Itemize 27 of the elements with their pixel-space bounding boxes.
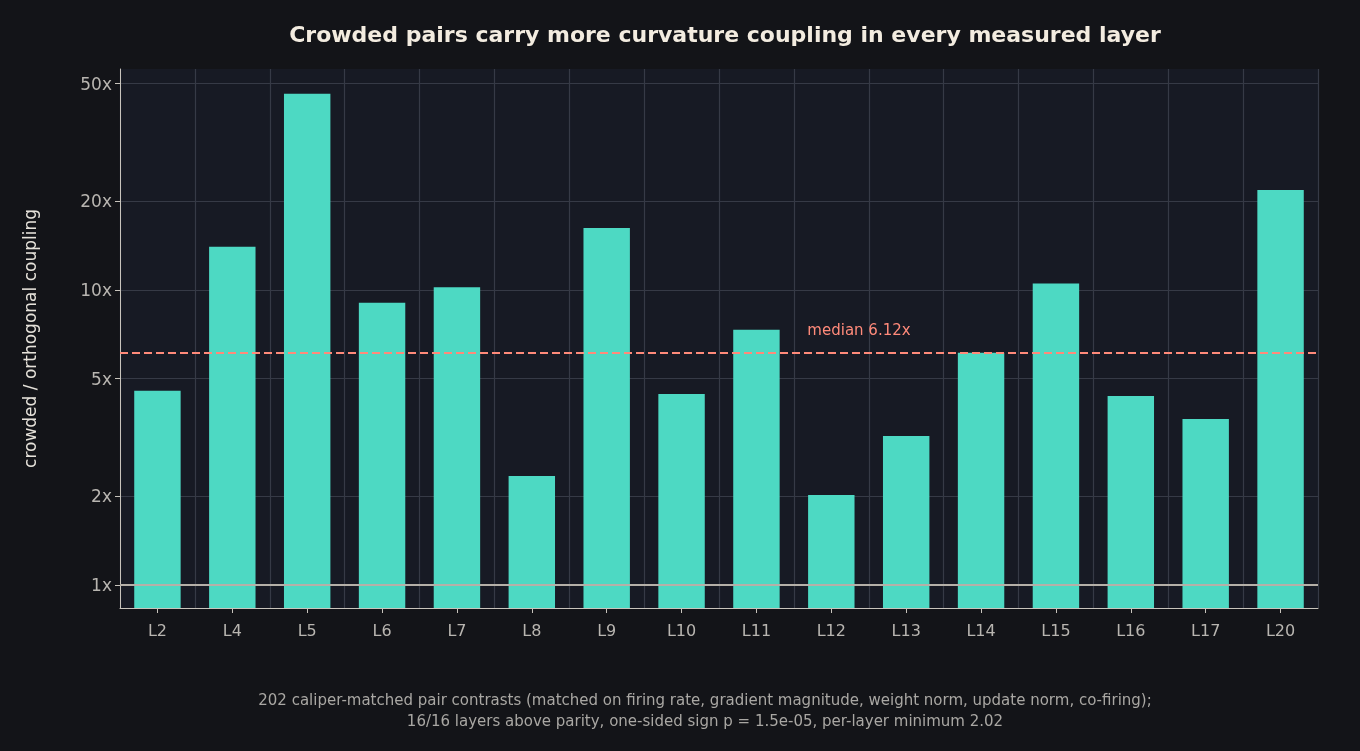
y-axis-title: crowded / orthogonal coupling — [19, 209, 40, 468]
x-tick-label: L16 — [1116, 620, 1146, 640]
x-tick-label: L9 — [597, 620, 617, 640]
x-tick-label: L12 — [816, 620, 846, 640]
ref-line-label: median 6.12x — [807, 321, 911, 340]
x-tick-label: L5 — [297, 620, 317, 640]
x-tick-label: L7 — [447, 620, 467, 640]
x-tick-label: L20 — [1265, 620, 1296, 640]
chart-title: Crowded pairs carry more curvature coupling in every measured layer — [289, 21, 1161, 47]
y-tick-label: 5x — [91, 368, 112, 389]
x-tick-label: L17 — [1191, 620, 1221, 640]
y-tick-label: 20x — [80, 190, 112, 211]
y-tick-label: 1x — [91, 575, 112, 596]
x-tick-label: L10 — [666, 620, 697, 640]
x-tick-label: L4 — [222, 620, 242, 640]
x-tick-label: L8 — [522, 620, 542, 640]
x-tick-label: L15 — [1041, 620, 1071, 640]
y-tick-label: 2x — [91, 486, 112, 507]
text: 202 caliper-matched pair contrasts (matched on firing rate, gradient magnitude, weight norm, update norm, co-firing); — [258, 690, 1152, 709]
x-tick-label: L13 — [891, 620, 921, 640]
x-tick-label: L11 — [741, 620, 772, 640]
y-tick-label: 10x — [80, 279, 112, 300]
y-tick-label: 50x — [80, 73, 112, 94]
text: 16/16 layers above parity, one-sided sign p = 1.5e-05, per-layer minimum 2.02 — [406, 711, 1004, 730]
x-tick-label: L6 — [372, 620, 392, 640]
x-tick-label: L2 — [147, 620, 167, 640]
x-tick-label: L14 — [966, 620, 996, 640]
